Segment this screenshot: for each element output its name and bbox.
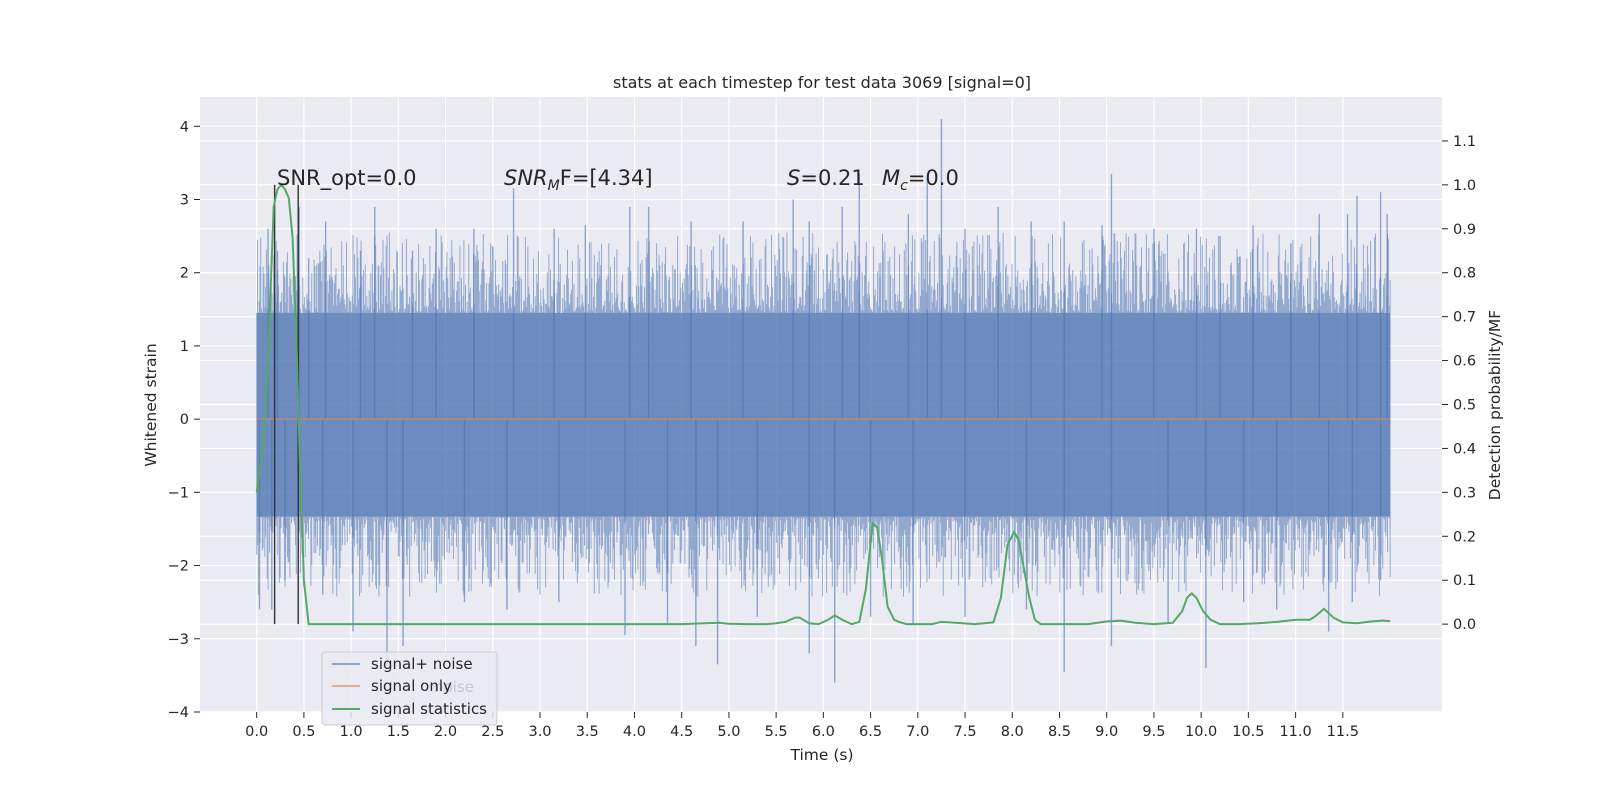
snr-mf-rest: F=[4.34]	[560, 166, 653, 190]
x-tick-label-0: 0.0	[245, 724, 268, 740]
y-axis-left-label: Whitened strain	[142, 343, 160, 466]
legend-box	[321, 651, 498, 726]
yl-tick-label-7: −3	[168, 632, 189, 648]
noise-texture	[256, 232, 1391, 597]
mc-val: =0.0	[908, 166, 959, 190]
legend-label-stats: signal statistics	[371, 700, 487, 718]
s-annotation: S=0.21	[787, 166, 865, 190]
legend-ghost-label: noise	[434, 678, 474, 696]
yr-tick-label-10: 0.1	[1453, 573, 1476, 589]
x-tick-label-21: 10.5	[1232, 724, 1264, 740]
x-tick-label-13: 6.5	[859, 724, 882, 740]
snr-mf-annotation: SNRMF=[4.34]	[504, 166, 653, 194]
snr-mf-base: SNR	[504, 166, 548, 190]
yl-tick-label-6: −2	[168, 559, 189, 575]
yr-tick-label-6: 0.5	[1453, 398, 1476, 414]
legend-label-noise: signal+ noise	[371, 655, 473, 673]
chart-title: stats at each timestep for test data 306…	[613, 73, 1031, 92]
x-tick-label-20: 10.0	[1185, 724, 1217, 740]
yr-tick-label-0: 1.1	[1453, 134, 1476, 150]
yr-tick-label-9: 0.2	[1453, 529, 1476, 545]
x-tick-label-23: 11.5	[1327, 724, 1359, 740]
y-axis-right-label: Detection probability/MF	[1486, 310, 1504, 501]
x-tick-label-22: 11.0	[1279, 724, 1311, 740]
snr-opt-annotation: SNR_opt=0.0	[277, 166, 417, 191]
x-tick-label-10: 5.0	[717, 724, 740, 740]
x-tick-label-12: 6.0	[812, 724, 835, 740]
x-tick-label-9: 4.5	[670, 724, 693, 740]
yl-tick-label-2: 2	[180, 266, 189, 282]
y-axis-right-ticks: 1.1 1.0 0.9 0.8 0.7 0.6 0.5 0.4 0.3 0.2 0.1 0.0	[1442, 134, 1476, 633]
y-axis-left-ticks: 4 3 2 1 0 −1 −2 −3 −4	[168, 119, 200, 721]
yr-tick-label-4: 0.7	[1453, 310, 1476, 326]
x-tick-label-17: 8.5	[1048, 724, 1071, 740]
signal-noise-series	[256, 118, 1391, 683]
yl-tick-label-5: −1	[168, 485, 189, 501]
mc-sub: c	[900, 178, 908, 194]
s-var: S	[787, 166, 800, 190]
yl-tick-label-1: 3	[180, 193, 189, 209]
x-tick-label-8: 4.0	[623, 724, 646, 740]
legend-label-signal: signal only	[371, 677, 452, 695]
yr-tick-label-5: 0.6	[1453, 354, 1476, 370]
yr-tick-label-2: 0.9	[1453, 222, 1476, 238]
snr-mf-sub: M	[548, 178, 560, 194]
mc-annotation: Mc=0.0	[882, 166, 959, 194]
yr-tick-label-8: 0.3	[1453, 485, 1476, 501]
yl-tick-label-8: −4	[168, 705, 189, 721]
x-axis-label: Time (s)	[789, 746, 853, 764]
signal-statistics-series	[255, 183, 1391, 626]
yr-tick-label-3: 0.8	[1453, 266, 1476, 282]
yr-tick-label-11: 0.0	[1453, 617, 1476, 633]
x-axis-ticks: 0.0 0.5 1.0 1.5 2.0 2.5 3.0 3.5 4.0 4.5 5.0 5.5 6.0 6…	[245, 712, 1359, 740]
x-tick-label-4: 2.0	[434, 724, 457, 740]
x-tick-label-15: 7.5	[954, 724, 977, 740]
x-tick-label-2: 1.0	[340, 724, 363, 740]
legend: noise signal+ noise signal only signal s…	[321, 651, 498, 726]
yr-tick-label-7: 0.4	[1453, 441, 1476, 457]
x-tick-label-14: 7.0	[906, 724, 929, 740]
yr-tick-label-1: 1.0	[1453, 178, 1476, 194]
x-tick-label-11: 5.5	[765, 724, 788, 740]
mc-var: M	[882, 166, 900, 190]
x-tick-label-1: 0.5	[292, 724, 315, 740]
x-tick-label-5: 2.5	[481, 724, 504, 740]
yl-tick-label-3: 1	[180, 339, 189, 355]
x-tick-label-3: 1.5	[387, 724, 410, 740]
x-tick-label-16: 8.0	[1001, 724, 1024, 740]
x-tick-label-18: 9.0	[1095, 724, 1118, 740]
yl-tick-label-0: 4	[180, 119, 189, 135]
x-tick-label-6: 3.0	[528, 724, 551, 740]
s-val: =0.21	[800, 166, 864, 190]
yl-tick-label-4: 0	[180, 412, 189, 428]
x-tick-label-7: 3.5	[576, 724, 599, 740]
x-tick-label-19: 9.5	[1142, 724, 1165, 740]
